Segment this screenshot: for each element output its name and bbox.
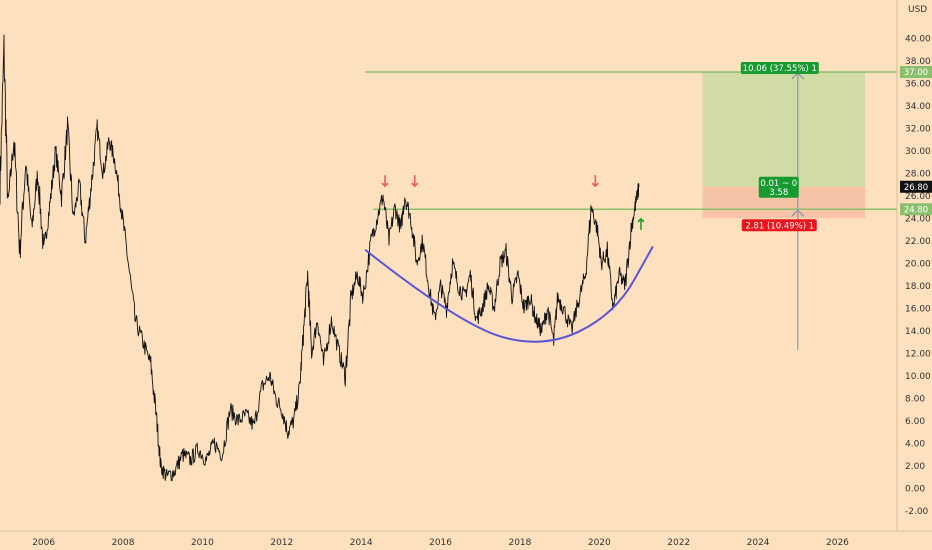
currency-label: USD — [908, 5, 927, 15]
last-price-tag — [900, 180, 932, 193]
y-tick-label: 36.00 — [905, 79, 931, 89]
entry-price-tag-label: 24.80 — [904, 205, 928, 215]
y-tick-label: 40.00 — [905, 34, 931, 44]
entry-badge — [758, 176, 799, 198]
y-tick-label: 4.00 — [905, 439, 925, 449]
y-tick-label: 12.00 — [905, 349, 931, 359]
target-price-tag — [900, 66, 932, 78]
x-tick-label: 2018 — [508, 538, 531, 548]
target-badge — [740, 62, 819, 74]
arrow-markers — [381, 175, 645, 230]
y-tick-label: 2.00 — [905, 462, 925, 472]
down-arrow-icon — [381, 175, 389, 188]
y-tick-label: 18.00 — [905, 282, 931, 292]
entry-badge-line1: 0.01 ~ 0 — [760, 179, 797, 189]
target-price-tag-label: 37.00 — [904, 68, 928, 78]
y-tick-label: 10.00 — [905, 372, 931, 382]
entry-badge-line2: 3.58 — [769, 188, 788, 198]
x-tick-label: 2006 — [32, 538, 55, 548]
x-tick-label: 2020 — [588, 538, 611, 548]
y-tick-label: 30.00 — [905, 147, 931, 157]
y-tick-label: 14.00 — [905, 327, 931, 337]
y-tick-label: 20.00 — [905, 259, 931, 269]
y-tick-label: 16.00 — [905, 304, 931, 314]
x-tick-label: 2026 — [826, 538, 849, 548]
x-tick-label: 2008 — [112, 538, 135, 548]
stop-badge-label: 2.81 (10.49%) 1 — [745, 221, 814, 231]
down-arrow-icon — [411, 175, 419, 188]
price-series — [0, 34, 640, 482]
x-tick-label: 2012 — [270, 538, 293, 548]
up-arrow-icon — [637, 217, 645, 230]
y-tick-label: 26.00 — [905, 192, 931, 202]
y-tick-label: 6.00 — [905, 417, 925, 427]
price-axis-background — [897, 0, 932, 531]
price-line — [0, 34, 640, 482]
y-tick-label: 38.00 — [905, 57, 931, 67]
price-tags: 37.00 26.80 24.80 — [900, 66, 932, 216]
bowl-curve-path — [364, 245, 654, 343]
x-tick-label: 2024 — [747, 538, 770, 548]
entry-price-tag — [900, 203, 932, 216]
measure-arrowhead — [791, 209, 805, 217]
y-tick-label: 24.00 — [905, 214, 931, 224]
y-tick-label: 28.00 — [905, 169, 931, 179]
time-axis[interactable]: 2006 2008 2010 2012 2014 2016 2018 2020 2022 2024… — [0, 530, 932, 550]
y-tick-label: 0.00 — [905, 484, 925, 494]
y-tick-label: 32.00 — [905, 124, 931, 134]
x-tick-label: 2014 — [350, 538, 373, 548]
target-badge-label: 10.06 (37.55%) 1 — [743, 64, 817, 74]
x-tick-label: 2022 — [667, 538, 690, 548]
bowl-curve — [364, 245, 654, 343]
position-badges: 10.06 (37.55%) 1 0.01 ~ 03.58 2.81 (10.49%… — [740, 62, 819, 232]
price-axis[interactable]: USD 40.00 38.00 36.00 34.00 32.00 30.00 28.00 2… — [896, 0, 932, 531]
stop-badge — [741, 219, 817, 232]
x-tick-label: 2010 — [191, 538, 214, 548]
y-tick-label: 22.00 — [905, 237, 931, 247]
x-tick-label: 2016 — [429, 538, 452, 548]
y-tick-label: -2.00 — [905, 507, 929, 517]
y-tick-label: 8.00 — [905, 394, 925, 404]
y-tick-label: 34.00 — [905, 102, 931, 112]
time-axis-background — [0, 531, 932, 550]
down-arrow-icon — [591, 175, 599, 188]
last-price-tag-label: 26.80 — [904, 183, 928, 193]
